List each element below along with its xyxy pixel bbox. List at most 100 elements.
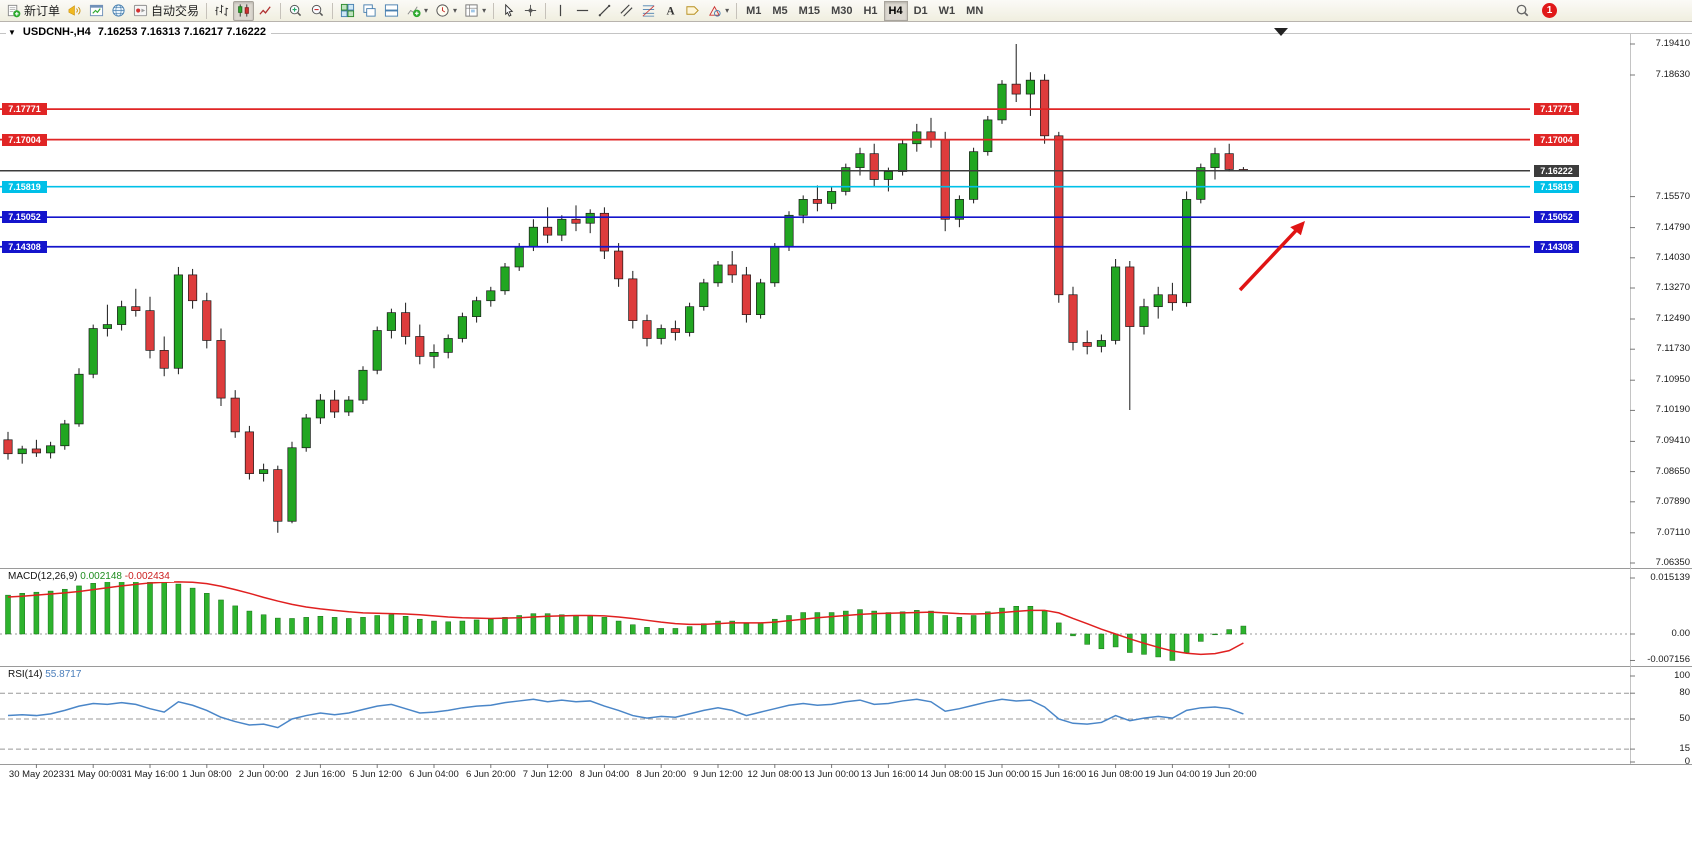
macd-bar [672,628,679,635]
candle-body [528,226,538,248]
macd-bar [573,615,579,635]
candle-body [784,214,794,248]
macd-bar [956,617,963,635]
arrange-windows-button[interactable] [381,1,402,21]
web-globe-icon [111,3,126,18]
candle-body [940,139,950,220]
timeframe-h1-button[interactable]: H1 [858,1,882,21]
macd-bar [388,614,395,635]
rsi-indicator-label: RSI(14) 55.8717 [8,669,86,680]
candle-body [883,171,893,180]
candle-body [514,246,524,268]
chart-canvas[interactable] [0,22,1692,842]
candle-body [3,439,13,455]
notification-badge[interactable]: 1 [1542,3,1557,18]
chart-shift-marker-icon[interactable] [1274,28,1288,36]
macd-bar [601,617,608,635]
macd-bar [1155,633,1161,658]
label-button[interactable] [682,1,703,21]
timeframe-mn-button[interactable]: MN [961,1,988,21]
crosshair-icon [523,3,538,18]
trend-arrow[interactable] [1238,229,1298,292]
candle-body [443,338,453,353]
macd-bar [843,610,849,635]
macd-bar [118,580,125,635]
macd-bar [615,620,622,635]
timeframe-w1-button[interactable]: W1 [934,1,961,21]
tile-windows-icon [340,3,355,18]
crosshair-button[interactable] [520,1,541,21]
timeframe-d1-button[interactable]: D1 [909,1,933,21]
candle-body [983,119,993,153]
macd-bar [899,611,906,635]
search-button[interactable] [1512,1,1533,21]
timeframe-m15-button[interactable]: M15 [794,1,825,21]
timeframe-m30-button[interactable]: M30 [826,1,857,21]
horizontal-line-button[interactable] [572,1,593,21]
macd-main-value: 0.002148 [80,571,122,582]
candle-body [1054,135,1064,296]
cursor-button[interactable] [498,1,519,21]
chart-title: ▼ USDCNH-,H4 7.16253 7.16313 7.16217 7.1… [6,26,271,38]
candle-body [88,328,98,375]
macd-bar [1041,610,1048,635]
timeframe-m5-button[interactable]: M5 [767,1,792,21]
bar-chart-icon [214,3,229,18]
candle-body [557,218,567,236]
candle-body [727,264,737,276]
text-button[interactable]: A [660,1,681,21]
candle-body [912,131,922,145]
cascade-windows-button[interactable] [359,1,380,21]
fibonacci-button[interactable] [638,1,659,21]
candle-body [699,282,709,308]
toolbar-separator [736,2,738,19]
candle-body [713,264,723,284]
macd-bar [1056,622,1062,635]
alerts-button[interactable] [64,1,85,21]
vertical-line-button[interactable] [550,1,571,21]
timeframe-m1-button[interactable]: M1 [741,1,766,21]
periods-button[interactable]: ▾ [432,1,460,21]
autotrading-button-label: 自动交易 [151,4,200,18]
vertical-line-icon [553,3,568,18]
macd-bar [1112,633,1119,648]
indicators-button[interactable]: ▾ [403,1,431,21]
macd-bar [1212,633,1218,636]
shapes-button[interactable]: ▾ [704,1,732,21]
candle-body [344,399,354,413]
macd-bar [757,622,764,635]
macd-bar [275,617,281,635]
candle-body [1068,294,1078,343]
candle-body [954,199,964,220]
alerts-horn-icon [67,3,82,18]
macd-bar [715,620,721,635]
candle-body [670,328,680,333]
candle-body [685,306,695,333]
chart-window[interactable]: ▼ USDCNH-,H4 7.16253 7.16313 7.16217 7.1… [0,22,1692,842]
macd-bar [417,618,423,635]
line-chart-button[interactable] [255,1,276,21]
channel-button[interactable] [616,1,637,21]
zoom-out-button[interactable] [307,1,328,21]
bar-chart-button[interactable] [211,1,232,21]
templates-button[interactable]: ▾ [461,1,489,21]
trend-arrow-head[interactable] [1290,221,1305,236]
web-terminal-button[interactable] [108,1,129,21]
toolbar-separator [280,2,282,19]
candle-body [386,312,396,331]
collapse-triangle-icon[interactable]: ▼ [8,27,16,37]
candle-body [486,290,496,302]
trendline-button[interactable] [594,1,615,21]
candle-body [628,278,638,321]
new-order-button[interactable]: 新订单 [3,1,63,21]
candlestick-chart-button[interactable] [233,0,255,21]
candle-body [358,369,368,401]
macd-bar [729,620,735,635]
zoom-in-button[interactable] [285,1,306,21]
macd-bar [76,585,82,635]
timeframe-h4-button[interactable]: H4 [883,0,908,21]
autotrading-button[interactable]: 自动交易 [130,1,202,21]
market-watch-button[interactable] [86,1,107,21]
candle-body [997,83,1007,121]
tile-windows-button[interactable] [337,1,358,21]
